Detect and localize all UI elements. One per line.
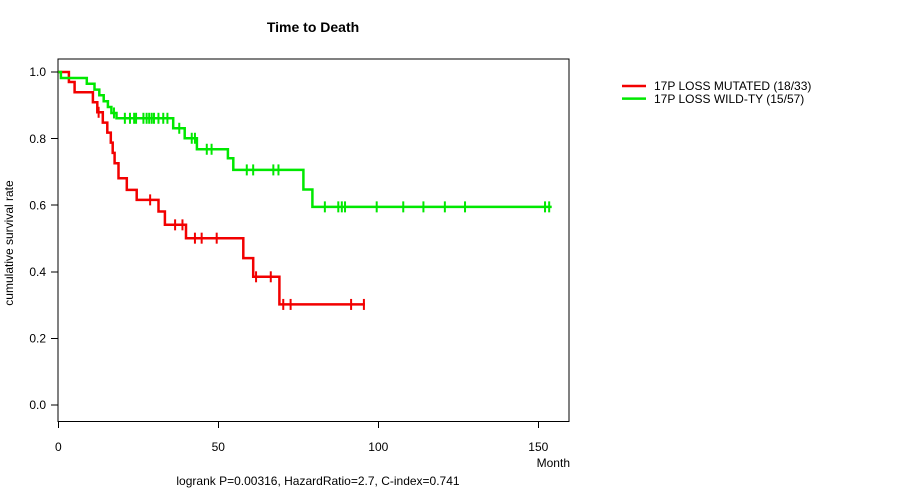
plot-box [57, 58, 570, 422]
survival-curve-mutated [58, 70, 365, 306]
y-axis-ticks: 0.0 0.2 0.4 0.6 0.8 1.0 [29, 65, 58, 412]
legend-label: 17P LOSS MUTATED (18/33) [654, 79, 811, 93]
y-tick-label: 0.4 [29, 265, 46, 279]
x-tick-label: 100 [368, 440, 388, 454]
x-tick-label: 150 [528, 440, 548, 454]
x-tick-label: 50 [212, 440, 226, 454]
y-axis-label: cumulative survival rate [2, 180, 16, 306]
survival-curves [58, 70, 552, 310]
survival-curve-wildtype [58, 70, 552, 209]
y-tick-label: 0.6 [29, 198, 46, 212]
x-axis-ticks: 0 50 100 150 [55, 421, 549, 454]
legend: 17P LOSS MUTATED (18/33)17P LOSS WILD-TY… [622, 79, 811, 106]
x-tick-label: 0 [55, 440, 62, 454]
y-tick-label: 0.0 [29, 398, 46, 412]
y-tick-label: 1.0 [29, 65, 46, 79]
chart-title: Time to Death [267, 19, 359, 35]
stats-annotation: logrank P=0.00316, HazardRatio=2.7, C-in… [176, 474, 460, 488]
y-tick-label: 0.2 [29, 332, 46, 346]
y-tick-label: 0.8 [29, 132, 46, 146]
x-axis-label: Month [537, 456, 570, 470]
legend-label: 17P LOSS WILD-TY (15/57) [654, 92, 804, 106]
